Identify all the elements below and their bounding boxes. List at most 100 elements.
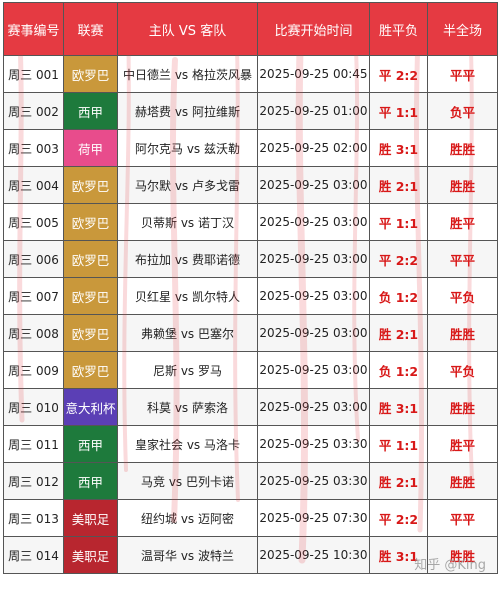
table-row: 周三 007 欧罗巴 贝红星 vs 凯尔特人 2025-09-25 03:00 负 1:… bbox=[3, 277, 498, 315]
half-full-cell: 平平 bbox=[427, 55, 498, 93]
teams-cell: 布拉加 vs 费耶诺德 bbox=[117, 240, 258, 278]
teams-cell: 马尔默 vs 卢多戈雷 bbox=[117, 166, 258, 204]
header-half-full: 半全场 bbox=[427, 2, 498, 56]
half-full-cell: 胜胜 bbox=[427, 388, 498, 426]
league-cell: 荷甲 bbox=[63, 129, 118, 167]
teams-cell: 阿尔克马 vs 兹沃勒 bbox=[117, 129, 258, 167]
half-full-cell: 胜平 bbox=[427, 425, 498, 463]
result-cell: 胜 2:1 bbox=[369, 166, 428, 204]
start-time-cell: 2025-09-25 10:30 bbox=[257, 536, 370, 574]
start-time-cell: 2025-09-25 02:00 bbox=[257, 129, 370, 167]
teams-cell: 皇家社会 vs 马洛卡 bbox=[117, 425, 258, 463]
table-row: 周三 011 西甲 皇家社会 vs 马洛卡 2025-09-25 03:30 平 1:1… bbox=[3, 425, 498, 463]
table-row: 周三 010 意大利杯 科莫 vs 萨索洛 2025-09-25 03:00 胜 3:1… bbox=[3, 388, 498, 426]
header-match-id: 赛事编号 bbox=[3, 2, 64, 56]
half-full-cell: 负平 bbox=[427, 92, 498, 130]
half-full-cell: 胜胜 bbox=[427, 536, 498, 574]
start-time-cell: 2025-09-25 03:00 bbox=[257, 314, 370, 352]
table-row: 周三 009 欧罗巴 尼斯 vs 罗马 2025-09-25 03:00 负 1:2 平负 bbox=[3, 351, 498, 389]
header-result: 胜平负 bbox=[369, 2, 428, 56]
result-cell: 胜 3:1 bbox=[369, 536, 428, 574]
match-id-cell: 周三 006 bbox=[3, 240, 64, 278]
result-cell: 平 1:1 bbox=[369, 425, 428, 463]
teams-cell: 马竞 vs 巴列卡诺 bbox=[117, 462, 258, 500]
start-time-cell: 2025-09-25 01:00 bbox=[257, 92, 370, 130]
table-row: 周三 014 美职足 温哥华 vs 波特兰 2025-09-25 10:30 胜 3:1… bbox=[3, 536, 498, 574]
teams-cell: 弗赖堡 vs 巴塞尔 bbox=[117, 314, 258, 352]
start-time-cell: 2025-09-25 03:00 bbox=[257, 166, 370, 204]
header-league: 联赛 bbox=[63, 2, 118, 56]
start-time-cell: 2025-09-25 03:30 bbox=[257, 425, 370, 463]
table-row: 周三 002 西甲 赫塔费 vs 阿拉维斯 2025-09-25 01:00 平 1:1… bbox=[3, 92, 498, 130]
start-time-cell: 2025-09-25 07:30 bbox=[257, 499, 370, 537]
match-id-cell: 周三 011 bbox=[3, 425, 64, 463]
result-cell: 胜 3:1 bbox=[369, 129, 428, 167]
teams-cell: 贝红星 vs 凯尔特人 bbox=[117, 277, 258, 315]
league-cell: 欧罗巴 bbox=[63, 166, 118, 204]
table-row: 周三 003 荷甲 阿尔克马 vs 兹沃勒 2025-09-25 02:00 胜 3:1… bbox=[3, 129, 498, 167]
match-results-table: 赛事编号 联赛 主队 VS 客队 比赛开始时间 胜平负 半全场 周三 001 欧罗… bbox=[3, 2, 498, 574]
table-row: 周三 006 欧罗巴 布拉加 vs 费耶诺德 2025-09-25 03:00 平 2:… bbox=[3, 240, 498, 278]
result-cell: 胜 3:1 bbox=[369, 388, 428, 426]
table-row: 周三 004 欧罗巴 马尔默 vs 卢多戈雷 2025-09-25 03:00 胜 2:… bbox=[3, 166, 498, 204]
match-id-cell: 周三 007 bbox=[3, 277, 64, 315]
league-cell: 西甲 bbox=[63, 462, 118, 500]
match-id-cell: 周三 014 bbox=[3, 536, 64, 574]
league-cell: 西甲 bbox=[63, 425, 118, 463]
result-cell: 平 1:1 bbox=[369, 203, 428, 241]
table-row: 周三 008 欧罗巴 弗赖堡 vs 巴塞尔 2025-09-25 03:00 胜 2:1… bbox=[3, 314, 498, 352]
half-full-cell: 平平 bbox=[427, 499, 498, 537]
league-cell: 欧罗巴 bbox=[63, 55, 118, 93]
match-id-cell: 周三 005 bbox=[3, 203, 64, 241]
league-cell: 欧罗巴 bbox=[63, 351, 118, 389]
teams-cell: 尼斯 vs 罗马 bbox=[117, 351, 258, 389]
match-id-cell: 周三 012 bbox=[3, 462, 64, 500]
result-cell: 平 2:2 bbox=[369, 499, 428, 537]
teams-cell: 赫塔费 vs 阿拉维斯 bbox=[117, 92, 258, 130]
start-time-cell: 2025-09-25 03:00 bbox=[257, 277, 370, 315]
result-cell: 负 1:2 bbox=[369, 351, 428, 389]
teams-cell: 温哥华 vs 波特兰 bbox=[117, 536, 258, 574]
match-id-cell: 周三 004 bbox=[3, 166, 64, 204]
result-cell: 平 2:2 bbox=[369, 240, 428, 278]
league-cell: 西甲 bbox=[63, 92, 118, 130]
watermark: 知乎 @King bbox=[414, 558, 486, 573]
half-full-cell: 平负 bbox=[427, 277, 498, 315]
match-id-cell: 周三 010 bbox=[3, 388, 64, 426]
header-teams: 主队 VS 客队 bbox=[117, 2, 258, 56]
half-full-cell: 胜胜 bbox=[427, 462, 498, 500]
header-start-time: 比赛开始时间 bbox=[257, 2, 370, 56]
table-row: 周三 012 西甲 马竞 vs 巴列卡诺 2025-09-25 03:30 胜 2:1 胜… bbox=[3, 462, 498, 500]
league-cell: 意大利杯 bbox=[63, 388, 118, 426]
teams-cell: 纽约城 vs 迈阿密 bbox=[117, 499, 258, 537]
half-full-cell: 平平 bbox=[427, 240, 498, 278]
start-time-cell: 2025-09-25 03:00 bbox=[257, 203, 370, 241]
match-id-cell: 周三 013 bbox=[3, 499, 64, 537]
half-full-cell: 胜平 bbox=[427, 203, 498, 241]
league-cell: 欧罗巴 bbox=[63, 314, 118, 352]
teams-cell: 中日德兰 vs 格拉茨风暴 bbox=[117, 55, 258, 93]
half-full-cell: 胜胜 bbox=[427, 314, 498, 352]
league-cell: 欧罗巴 bbox=[63, 277, 118, 315]
teams-cell: 贝蒂斯 vs 诺丁汉 bbox=[117, 203, 258, 241]
table-row: 周三 001 欧罗巴 中日德兰 vs 格拉茨风暴 2025-09-25 00:45 平 … bbox=[3, 55, 498, 93]
match-id-cell: 周三 003 bbox=[3, 129, 64, 167]
result-cell: 胜 2:1 bbox=[369, 462, 428, 500]
match-id-cell: 周三 008 bbox=[3, 314, 64, 352]
match-id-cell: 周三 002 bbox=[3, 92, 64, 130]
table-row: 周三 013 美职足 纽约城 vs 迈阿密 2025-09-25 07:30 平 2:2… bbox=[3, 499, 498, 537]
table-row: 周三 005 欧罗巴 贝蒂斯 vs 诺丁汉 2025-09-25 03:00 平 1:1… bbox=[3, 203, 498, 241]
result-cell: 平 1:1 bbox=[369, 92, 428, 130]
result-cell: 平 2:2 bbox=[369, 55, 428, 93]
result-cell: 胜 2:1 bbox=[369, 314, 428, 352]
half-full-cell: 胜胜 bbox=[427, 166, 498, 204]
match-id-cell: 周三 009 bbox=[3, 351, 64, 389]
start-time-cell: 2025-09-25 03:00 bbox=[257, 388, 370, 426]
league-cell: 美职足 bbox=[63, 536, 118, 574]
half-full-cell: 胜胜 bbox=[427, 129, 498, 167]
header-row: 赛事编号 联赛 主队 VS 客队 比赛开始时间 胜平负 半全场 bbox=[3, 2, 498, 56]
teams-cell: 科莫 vs 萨索洛 bbox=[117, 388, 258, 426]
league-cell: 美职足 bbox=[63, 499, 118, 537]
result-cell: 负 1:2 bbox=[369, 277, 428, 315]
league-cell: 欧罗巴 bbox=[63, 240, 118, 278]
